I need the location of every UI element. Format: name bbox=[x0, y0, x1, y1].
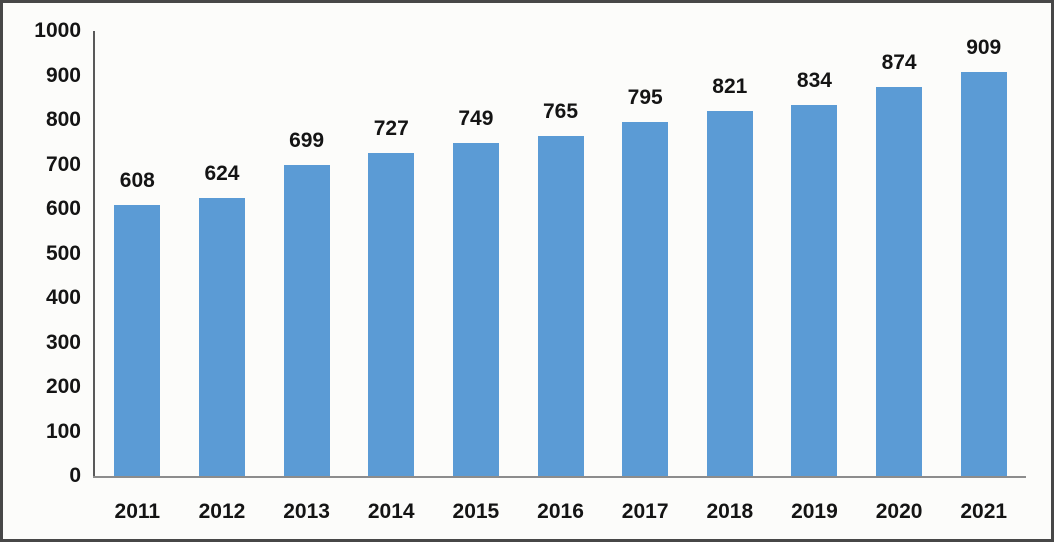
bar bbox=[283, 164, 330, 476]
bar-value-label: 834 bbox=[796, 68, 832, 92]
x-tick-label: 2013 bbox=[283, 500, 330, 523]
bar-group: 874 bbox=[857, 31, 942, 476]
x-tick-label: 2017 bbox=[621, 500, 669, 523]
y-tick-label: 0 bbox=[69, 464, 81, 487]
bar-value-label: 624 bbox=[204, 162, 240, 186]
x-axis: 2011 2012 2013 2014 2015 2016 2017 2018 2019 2020… bbox=[95, 499, 1026, 525]
y-tick-label: 800 bbox=[45, 108, 81, 131]
y-tick-label: 400 bbox=[45, 286, 81, 309]
bar-group: 821 bbox=[687, 31, 772, 476]
bar-group: 699 bbox=[264, 31, 349, 476]
x-tick-label: 2020 bbox=[875, 500, 923, 523]
bar-value-label: 909 bbox=[966, 35, 1002, 59]
y-tick-label: 200 bbox=[45, 375, 81, 398]
bar-group: 765 bbox=[518, 31, 603, 476]
bar bbox=[198, 198, 245, 476]
x-tick-label: 2015 bbox=[452, 500, 500, 523]
bar bbox=[876, 87, 923, 476]
bar-group: 749 bbox=[434, 31, 519, 476]
bar bbox=[706, 110, 753, 476]
y-axis: 0 100 200 300 400 500 600 700 800 900 1000 bbox=[3, 3, 81, 539]
bar bbox=[114, 205, 161, 476]
plot-area: 608 624 699 727 749 765 795 821 834 874 909 bbox=[95, 31, 1026, 476]
y-tick-label: 700 bbox=[45, 152, 81, 176]
x-axis-line bbox=[93, 476, 1026, 478]
x-tick-label: 2011 bbox=[114, 500, 161, 523]
bar-value-label: 608 bbox=[119, 169, 155, 193]
x-tick-label: 2014 bbox=[367, 500, 415, 523]
x-tick-label: 2012 bbox=[198, 500, 246, 523]
y-tick-label: 1000 bbox=[34, 19, 81, 42]
bar bbox=[622, 122, 669, 476]
bar-value-label: 749 bbox=[458, 106, 494, 130]
bar-group: 608 bbox=[95, 31, 180, 476]
bar bbox=[368, 152, 415, 476]
x-tick-label: 2018 bbox=[706, 500, 754, 523]
bar-value-label: 765 bbox=[543, 99, 579, 123]
y-tick-label: 300 bbox=[45, 330, 81, 354]
bar-value-label: 727 bbox=[373, 116, 409, 140]
x-tick-label: 2021 bbox=[960, 500, 1008, 523]
bar-group: 727 bbox=[349, 31, 434, 476]
bar bbox=[960, 71, 1007, 476]
bar-value-label: 821 bbox=[712, 74, 748, 98]
y-tick-label: 900 bbox=[45, 63, 81, 87]
bar-value-label: 795 bbox=[627, 86, 663, 110]
y-tick-label: 500 bbox=[45, 241, 81, 265]
y-axis-line bbox=[93, 31, 95, 477]
y-tick-label: 600 bbox=[45, 197, 81, 220]
bar-value-label: 699 bbox=[289, 128, 325, 152]
bar-group: 795 bbox=[603, 31, 688, 476]
bar-group: 624 bbox=[180, 31, 265, 476]
bar-group: 909 bbox=[941, 31, 1026, 476]
bar-value-label: 874 bbox=[881, 51, 917, 75]
y-tick-label: 100 bbox=[45, 419, 81, 443]
bar bbox=[452, 142, 499, 476]
bar bbox=[791, 104, 838, 476]
bar-group: 834 bbox=[772, 31, 857, 476]
bar bbox=[537, 135, 584, 476]
x-tick-label: 2019 bbox=[791, 500, 838, 523]
x-tick-label: 2016 bbox=[537, 500, 584, 523]
